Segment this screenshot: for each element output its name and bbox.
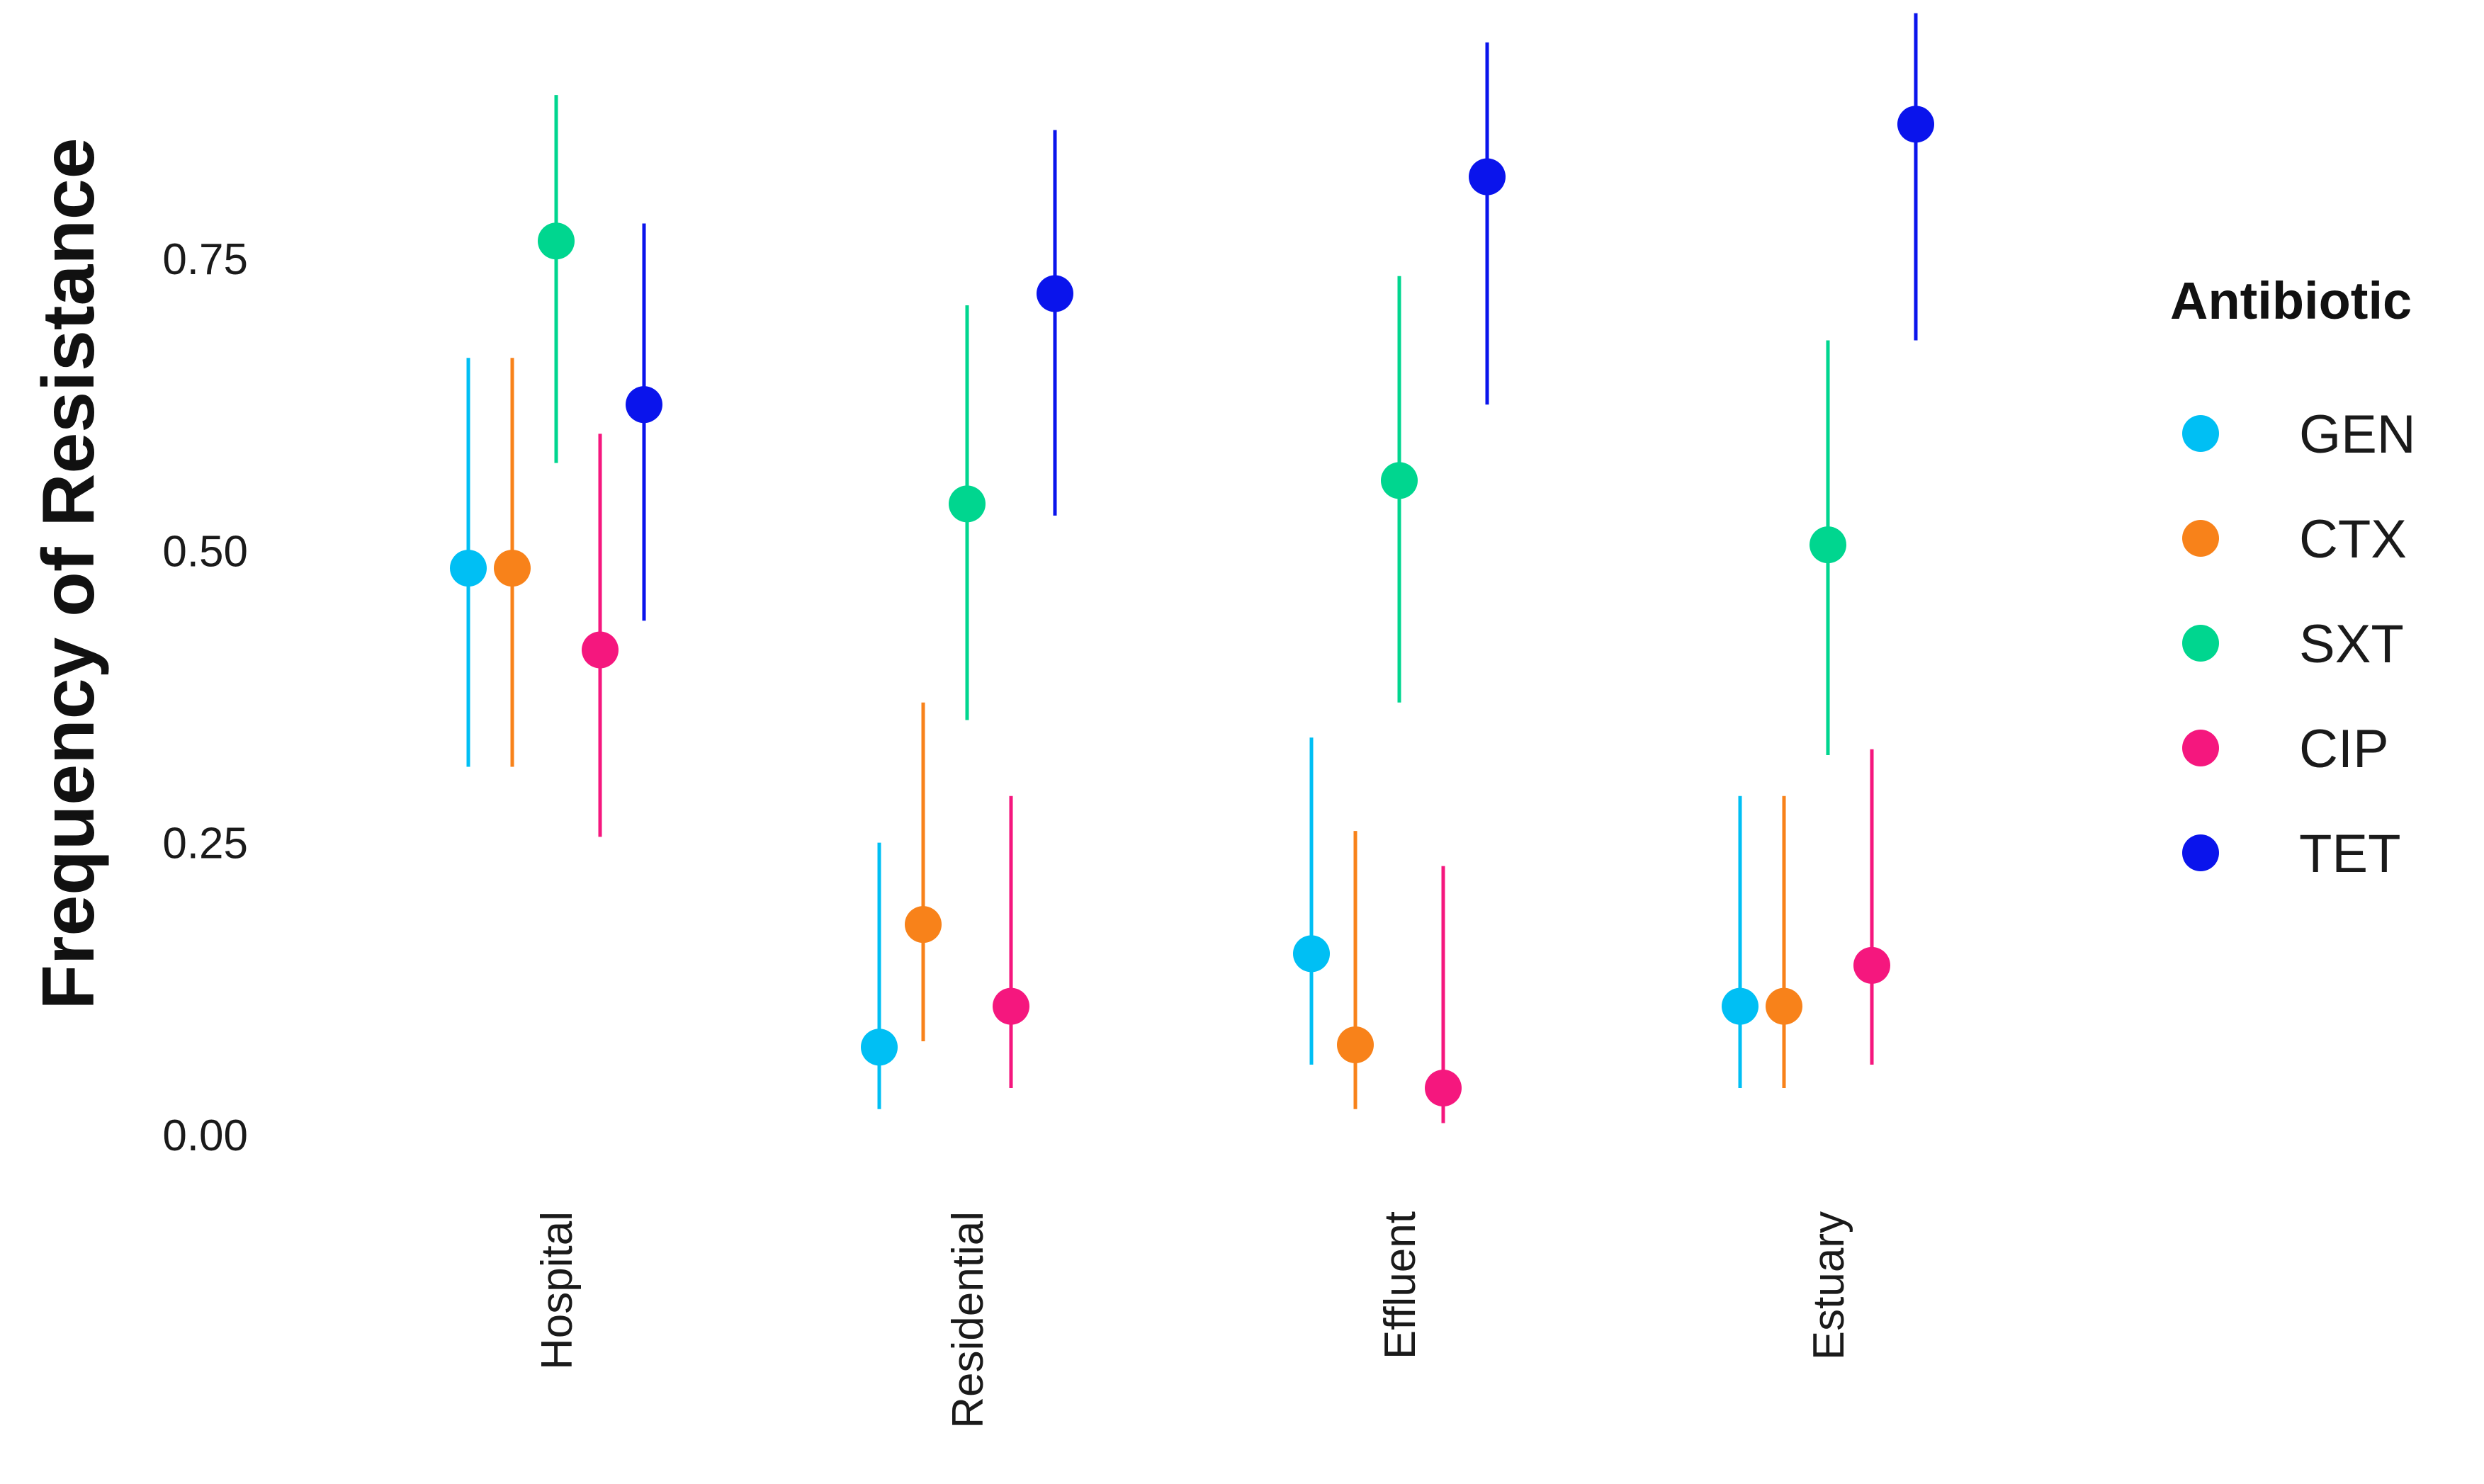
point-tet-hospital — [626, 386, 662, 424]
legend-items: GEN CTX SXT CIP TET — [2182, 404, 2416, 884]
point-gen-estuary — [1722, 987, 1758, 1025]
x-tick-label-effluent: Effluent — [1376, 1211, 1425, 1359]
y-tick-label-3: 0.75 — [162, 235, 248, 284]
point-gen-residential — [861, 1029, 898, 1066]
legend-label-gen: GEN — [2299, 404, 2416, 465]
legend-label-cip: CIP — [2299, 719, 2389, 779]
point-ctx-residential — [905, 906, 942, 944]
point-tet-residential — [1037, 275, 1073, 312]
point-gen-hospital — [450, 550, 487, 587]
point-ctx-effluent — [1337, 1026, 1374, 1064]
y-tick-label-2: 0.50 — [162, 527, 248, 576]
point-gen-effluent — [1293, 935, 1330, 973]
point-cip-estuary — [1853, 946, 1890, 984]
legend-key-tet — [2182, 834, 2219, 871]
x-axis-ticks: Hospital Residential Effluent Estuary — [533, 1211, 1853, 1429]
point-sxt-effluent — [1381, 462, 1418, 499]
point-sxt-residential — [949, 485, 986, 523]
series-tet — [626, 13, 1934, 621]
y-axis-title: Frequency of Resistance — [28, 137, 110, 1009]
legend-key-sxt — [2182, 625, 2219, 662]
point-sxt-hospital — [538, 222, 575, 260]
series-sxt — [538, 95, 1846, 755]
point-sxt-estuary — [1810, 526, 1846, 564]
y-tick-label-0: 0.00 — [162, 1111, 248, 1160]
x-tick-label-residential: Residential — [944, 1211, 993, 1429]
series-ctx — [494, 358, 1802, 1109]
legend-title: Antibiotic — [2170, 271, 2412, 330]
legend-key-ctx — [2182, 520, 2219, 557]
point-ctx-hospital — [494, 550, 531, 587]
point-cip-effluent — [1425, 1070, 1462, 1107]
point-cip-hospital — [582, 631, 619, 669]
legend-label-ctx: CTX — [2299, 509, 2407, 570]
y-axis-ticks: 0.00 0.25 0.50 0.75 — [162, 235, 248, 1160]
point-tet-effluent — [1469, 158, 1506, 196]
legend-label-sxt: SXT — [2299, 614, 2404, 674]
legend-key-cip — [2182, 730, 2219, 766]
series-layer — [450, 13, 1934, 1123]
series-cip — [582, 434, 1890, 1123]
x-tick-label-estuary: Estuary — [1805, 1211, 1853, 1360]
legend: Antibiotic GEN CTX SXT CIP TET — [2170, 271, 2416, 884]
legend-label-tet: TET — [2299, 824, 2401, 884]
point-tet-estuary — [1897, 106, 1934, 143]
y-tick-label-1: 0.25 — [162, 820, 248, 868]
x-tick-label-hospital: Hospital — [533, 1211, 582, 1370]
series-gen — [450, 358, 1758, 1109]
point-cip-residential — [993, 987, 1029, 1025]
legend-key-gen — [2182, 415, 2219, 452]
point-ctx-estuary — [1766, 987, 1802, 1025]
